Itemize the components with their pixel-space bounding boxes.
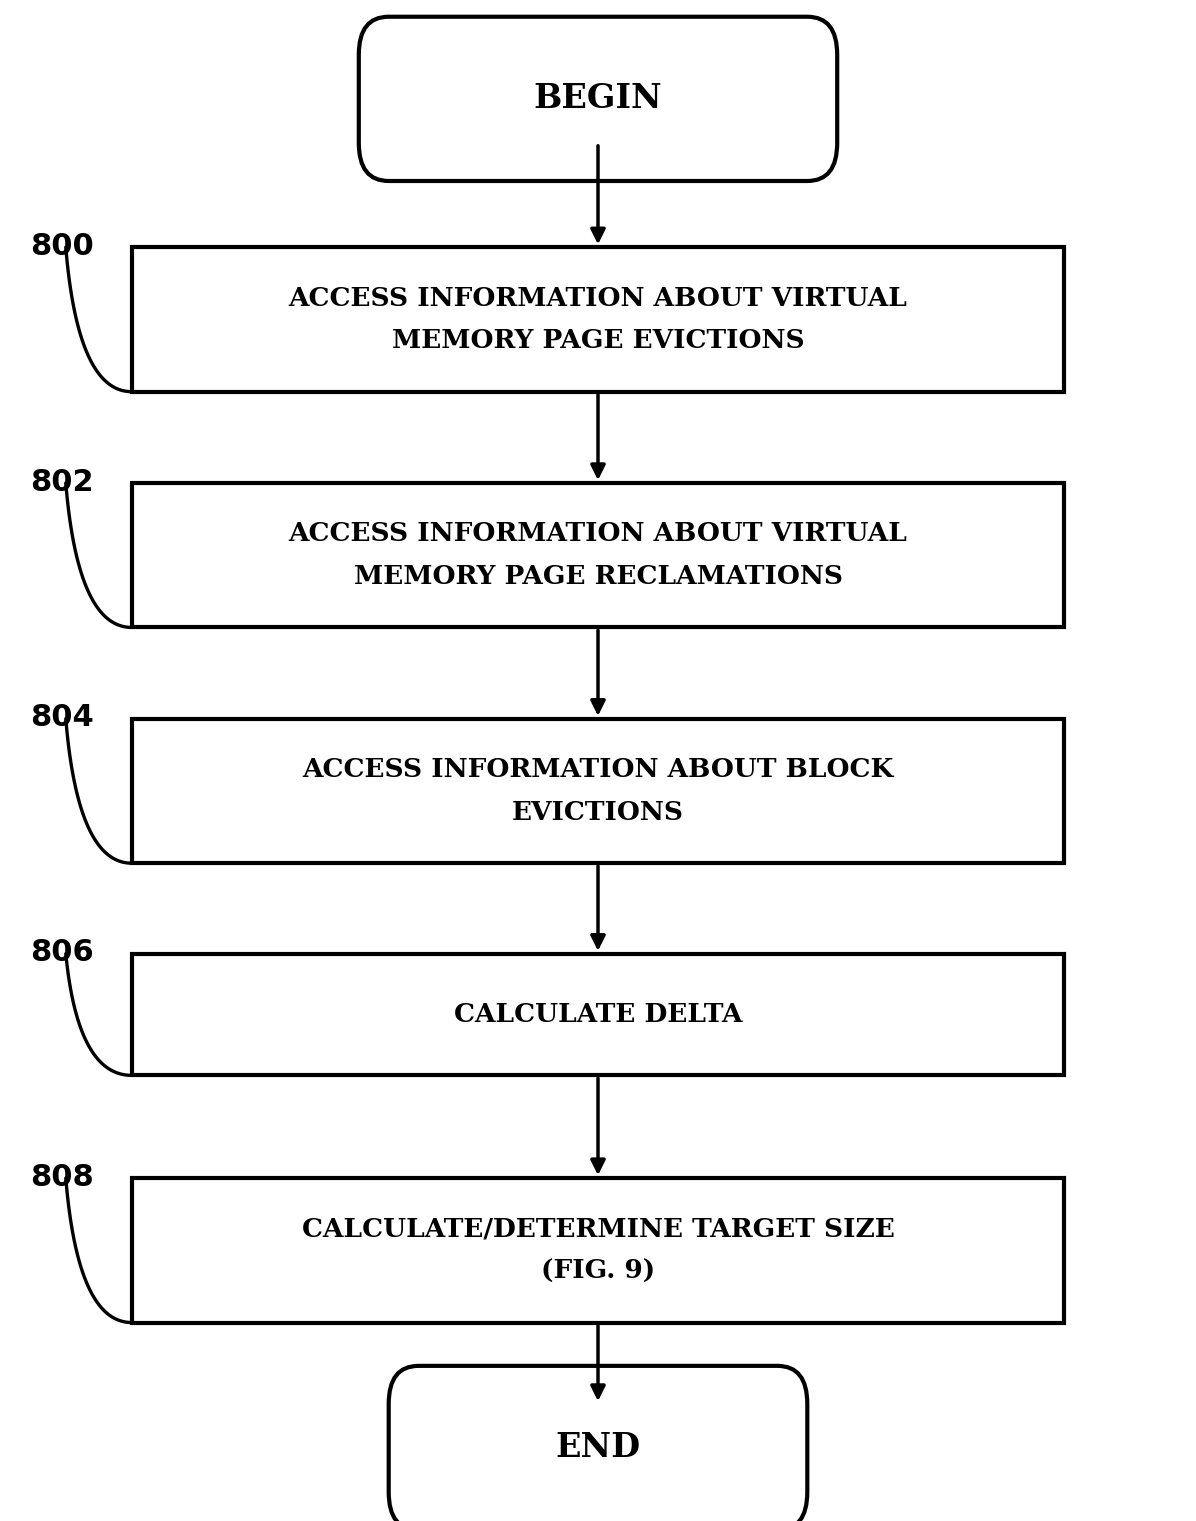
Text: ACCESS INFORMATION ABOUT VIRTUAL: ACCESS INFORMATION ABOUT VIRTUAL (288, 286, 908, 310)
Text: 800: 800 (30, 231, 93, 262)
Bar (132, 484, 1064, 627)
Text: ACCESS INFORMATION ABOUT BLOCK: ACCESS INFORMATION ABOUT BLOCK (303, 757, 893, 782)
Text: BEGIN: BEGIN (533, 82, 663, 116)
Text: ACCESS INFORMATION ABOUT VIRTUAL: ACCESS INFORMATION ABOUT VIRTUAL (288, 522, 908, 546)
Bar (132, 248, 1064, 391)
FancyBboxPatch shape (359, 17, 837, 181)
Bar (132, 1177, 1064, 1322)
Text: CALCULATE/DETERMINE TARGET SIZE: CALCULATE/DETERMINE TARGET SIZE (301, 1217, 895, 1241)
Bar (132, 719, 1064, 864)
Text: 806: 806 (30, 938, 93, 967)
Text: END: END (555, 1431, 641, 1465)
Text: (FIG. 9): (FIG. 9) (541, 1259, 655, 1284)
FancyBboxPatch shape (389, 1366, 807, 1521)
Text: CALCULATE DELTA: CALCULATE DELTA (453, 1002, 743, 1027)
Text: MEMORY PAGE RECLAMATIONS: MEMORY PAGE RECLAMATIONS (354, 564, 842, 589)
Text: 802: 802 (30, 468, 93, 497)
Text: MEMORY PAGE EVICTIONS: MEMORY PAGE EVICTIONS (391, 329, 805, 353)
Text: 804: 804 (30, 703, 93, 733)
Text: 808: 808 (30, 1162, 93, 1192)
Bar (132, 954, 1064, 1075)
Text: EVICTIONS: EVICTIONS (512, 800, 684, 824)
